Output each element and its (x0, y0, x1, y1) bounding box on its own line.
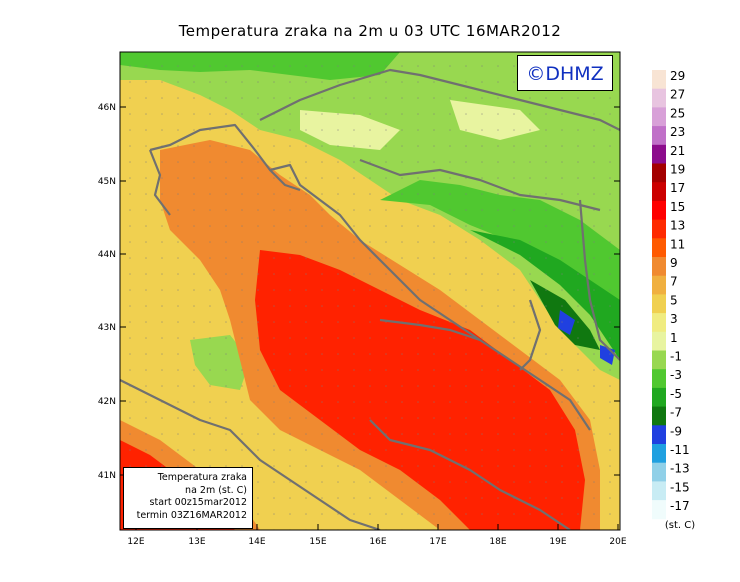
info-line: na 2m (st. C) (185, 484, 247, 496)
legend-swatch (652, 219, 666, 239)
plot-frame (119, 51, 621, 531)
info-line: termin 03Z16MAR2012 (136, 509, 247, 521)
legend-label: 15 (670, 200, 685, 214)
legend-swatch (652, 257, 666, 277)
info-line: Temperatura zraka (157, 472, 247, 483)
color-legend: 29 27 25 23 21 19 17 15 13 11 9 7 5 3 1 -1 -3 -5 -7 -9 -11 -1… (652, 69, 690, 520)
legend-label: 9 (670, 256, 678, 270)
legend-swatch (652, 425, 666, 445)
legend-label: 5 (670, 293, 678, 307)
map-title: Temperatura zraka na 2m u 03 UTC 16MAR20… (178, 22, 562, 40)
lon-label: 19E (549, 537, 566, 547)
lon-label: 20E (609, 537, 626, 547)
lat-label: 44N (98, 250, 116, 260)
coastlines (120, 68, 620, 530)
legend-label: -3 (670, 368, 682, 382)
lat-label: 42N (98, 397, 116, 407)
dhmz-logo: ©DHMZ (517, 55, 613, 91)
info-line: start 00z15mar2012 (149, 497, 247, 508)
lat-label: 45N (98, 177, 116, 187)
legend-label: -11 (670, 443, 690, 457)
legend-label: -5 (670, 387, 682, 401)
legend-label: 19 (670, 163, 685, 177)
axis-ticks (120, 106, 620, 530)
legend-swatch (652, 350, 666, 370)
legend-label: -17 (670, 499, 690, 513)
legend-label: 23 (670, 125, 685, 139)
lon-label: 12E (127, 537, 144, 547)
legend-label: 7 (670, 275, 678, 289)
legend-label: 3 (670, 312, 678, 326)
lat-label: 43N (98, 323, 116, 333)
legend-swatch (652, 387, 666, 407)
legend-label: -15 (670, 480, 690, 494)
legend-swatch (652, 107, 666, 127)
lat-label: 41N (98, 471, 116, 481)
lon-label: 14E (248, 537, 265, 547)
lon-label: 16E (369, 537, 386, 547)
lon-label: 13E (188, 537, 205, 547)
lon-label: 18E (489, 537, 506, 547)
legend-label: -13 (670, 462, 690, 476)
info-box: Temperatura zraka na 2m (st. C) start 00… (123, 467, 253, 529)
legend-swatch (652, 70, 666, 90)
legend-swatch (652, 126, 666, 146)
lon-labels: 12E 13E 14E 15E 16E 17E 18E 19E 20E (127, 537, 626, 547)
legend-swatch (652, 331, 666, 351)
legend-label: 25 (670, 106, 685, 120)
legend-swatch (652, 313, 666, 333)
legend-label: 11 (670, 237, 685, 251)
temperature-field (120, 52, 620, 530)
legend-swatch (652, 444, 666, 464)
legend-swatch (652, 88, 666, 108)
legend-label: -1 (670, 350, 682, 364)
legend-label: -9 (670, 424, 682, 438)
legend-swatch (652, 163, 666, 183)
legend-label: 17 (670, 181, 685, 195)
lon-label: 17E (429, 537, 446, 547)
legend-label: 1 (670, 331, 678, 345)
legend-swatch (652, 369, 666, 389)
legend-swatch (652, 182, 666, 202)
legend-swatch (652, 294, 666, 314)
legend-swatch (652, 200, 666, 220)
lon-label: 15E (309, 537, 326, 547)
legend-label: 21 (670, 144, 685, 158)
legend-label: 27 (670, 88, 685, 102)
legend-label: 29 (670, 69, 685, 83)
legend-swatch (652, 406, 666, 426)
legend-label: -7 (670, 406, 682, 420)
legend-swatch (652, 238, 666, 258)
lat-label: 46N (98, 103, 116, 113)
legend-swatch (652, 275, 666, 295)
legend-swatch (652, 462, 666, 482)
legend-label: 13 (670, 219, 685, 233)
legend-swatch (652, 500, 666, 520)
legend-swatch (652, 144, 666, 164)
legend-swatch (652, 481, 666, 501)
lat-labels: 46N 45N 44N 43N 42N 41N (98, 103, 116, 481)
legend-unit: (st. C) (665, 520, 695, 531)
